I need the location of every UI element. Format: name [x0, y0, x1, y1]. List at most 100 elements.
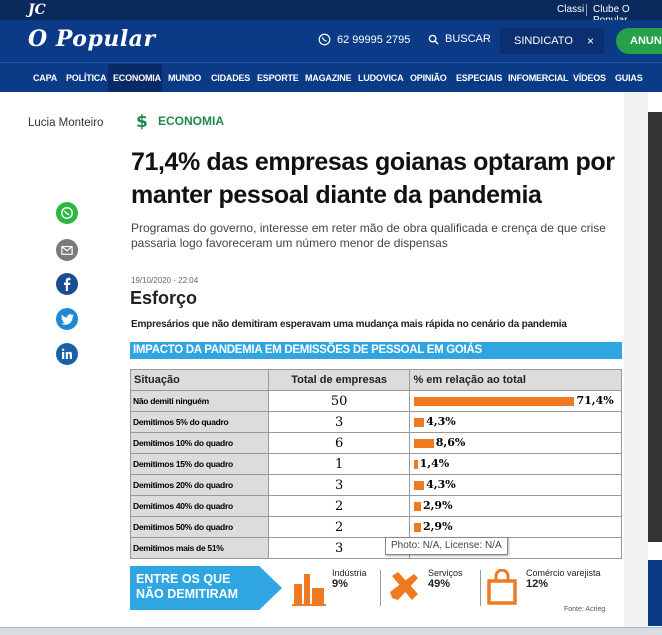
header-total: Total de empresas: [267, 369, 411, 391]
table-row: Demitimos 5% do quadro 3 4,3%: [130, 411, 622, 433]
section-tag[interactable]: $ ECONOMIA: [134, 112, 224, 130]
pct-label: 2,9%: [422, 499, 453, 512]
arrow-line-1: ENTRE OS QUE: [136, 572, 231, 586]
whatsapp-icon: [318, 33, 331, 46]
tools-icon: [390, 572, 418, 600]
infographic-title: Esforço: [130, 288, 198, 308]
table-row: Não demiti ninguém 50 71,4%: [130, 390, 622, 412]
row-situacao: Demitimos 5% do quadro: [130, 411, 269, 433]
linkedin-icon: [61, 348, 72, 359]
pct-label: 1,4%: [419, 457, 450, 470]
source-credit: Fonte: Acrieg: [564, 606, 606, 613]
sindicato-tab[interactable]: SINDICATO ×: [500, 28, 604, 54]
sindicato-label: SINDICATO: [514, 35, 573, 47]
row-total: 1: [267, 453, 411, 475]
infographic-band: IMPACTO DA PANDEMIA EM DEMISSÕES DE PESS…: [130, 342, 622, 359]
row-pct-cell: 2,9%: [409, 495, 622, 517]
nav-guias[interactable]: GUIAS: [615, 73, 643, 83]
footer-industria-value: 9%: [332, 578, 348, 590]
pct-label: 71,4%: [576, 394, 614, 407]
footer-industria-label: Indústria: [332, 568, 367, 578]
footer-industria: Indústria 9%: [332, 568, 367, 590]
whatsapp-phone[interactable]: 62 99995 2795: [318, 33, 410, 46]
pct-label: 8,6%: [435, 436, 466, 449]
jc-logo[interactable]: JC: [28, 2, 46, 18]
site-header: O Popular 62 99995 2795 BUSCAR SINDICATO…: [0, 20, 662, 62]
whatsapp-icon: [61, 207, 73, 219]
nav-cidades[interactable]: CIDADES: [211, 73, 251, 83]
publish-date: 19/10/2020 - 22:04: [131, 276, 199, 285]
twitter-share-button[interactable]: [56, 308, 78, 330]
footer-arrow: ENTRE OS QUE NÃO DEMITIRAM: [130, 566, 282, 610]
os-taskbar: [0, 627, 662, 635]
row-situacao: Demitimos 20% do quadro: [130, 474, 269, 496]
row-pct-cell: 71,4%: [409, 390, 622, 412]
active-tab-bg: [108, 64, 162, 92]
linkedin-share-button[interactable]: [56, 343, 78, 365]
nav-videos[interactable]: VÍDEOS: [573, 73, 606, 83]
facebook-icon: [64, 277, 71, 291]
twitter-icon: [60, 313, 74, 325]
footer-comercio-label: Comércio varejista: [526, 568, 601, 578]
nav-infomercial[interactable]: INFOMERCIAL: [508, 73, 569, 83]
whatsapp-share-button[interactable]: [56, 202, 78, 224]
header-situacao: Situação: [130, 369, 269, 391]
search-icon: [428, 34, 439, 45]
side-panel: [648, 112, 662, 542]
email-share-button[interactable]: [56, 239, 78, 261]
nav-politica[interactable]: POLÍTICA: [66, 73, 107, 83]
nav-esporte[interactable]: ESPORTE: [257, 73, 299, 83]
o-popular-logo[interactable]: O Popular: [28, 26, 156, 52]
pct-label: 4,3%: [426, 478, 456, 491]
email-icon: [61, 245, 73, 255]
table-row: Demitimos 40% do quadro 2 2,9%: [130, 495, 622, 517]
search-button[interactable]: BUSCAR: [428, 33, 491, 45]
row-situacao: Demitimos 15% do quadro: [130, 453, 269, 475]
footer-comercio: Comércio varejista 12%: [526, 568, 601, 590]
shopping-bag-icon: [487, 569, 517, 605]
row-situacao: Não demiti ninguém: [130, 390, 269, 412]
infographic-lead: Empresários que não demitiram esperavam …: [131, 319, 567, 330]
pct-label: 2,9%: [422, 520, 453, 533]
pct-bar: [414, 481, 425, 490]
nav-economia[interactable]: ECONOMIA: [113, 73, 161, 83]
phone-number: 62 99995 2795: [337, 33, 411, 46]
row-total: 3: [267, 474, 411, 496]
nav-especiais[interactable]: ESPECIAIS: [456, 73, 503, 83]
row-total: 3: [267, 411, 411, 433]
nav-opiniao[interactable]: OPINIÃO: [410, 73, 447, 83]
top-bar: JC Classi Clube O Popular: [0, 0, 662, 26]
arrow-line-2: NÃO DEMITIRAM: [136, 587, 239, 601]
table-row: Demitimos 10% do quadro 6 8,6%: [130, 432, 622, 454]
table-row: Demitimos mais de 51% 3: [130, 537, 622, 559]
footer-servicos-label: Serviços: [428, 568, 463, 578]
classi-link[interactable]: Classi: [557, 4, 585, 15]
divider: [586, 4, 587, 16]
pct-bar: [414, 418, 425, 427]
facebook-share-button[interactable]: [56, 273, 78, 295]
author-name[interactable]: Lucia Monteiro: [28, 117, 104, 129]
subscribe-button[interactable]: ANUN: [616, 28, 662, 54]
main-nav: CAPA POLÍTICA ECONOMIA MUNDO CIDADES ESP…: [0, 62, 662, 92]
nav-capa[interactable]: CAPA: [33, 73, 58, 83]
footer-comercio-value: 12%: [526, 578, 549, 590]
footer-divider: [480, 570, 481, 606]
nav-mundo[interactable]: MUNDO: [168, 73, 201, 83]
side-panel-blue: [648, 560, 662, 626]
dollar-icon: $: [136, 112, 148, 130]
row-pct-cell: 4,3%: [409, 474, 622, 496]
image-tooltip: Photo: N/A, License: N/A: [385, 537, 508, 555]
nav-magazine[interactable]: MAGAZINE: [305, 73, 352, 83]
row-situacao: Demitimos mais de 51%: [130, 537, 269, 559]
section-label: ECONOMIA: [158, 114, 224, 128]
table-row: Demitimos 50% do quadro 2 2,9%: [130, 516, 622, 538]
page-scroll-area[interactable]: [624, 92, 648, 627]
layoff-table: Situação Total de empresas % em relação …: [130, 369, 622, 559]
row-total: 6: [267, 432, 411, 454]
footer-servicos-value: 49%: [428, 578, 451, 590]
nav-ludovica[interactable]: LUDOVICA: [358, 73, 404, 83]
close-icon[interactable]: ×: [586, 34, 594, 48]
pct-label: 4,3%: [426, 415, 456, 428]
factory-icon: [292, 574, 326, 606]
row-pct-cell: 1,4%: [409, 453, 622, 475]
